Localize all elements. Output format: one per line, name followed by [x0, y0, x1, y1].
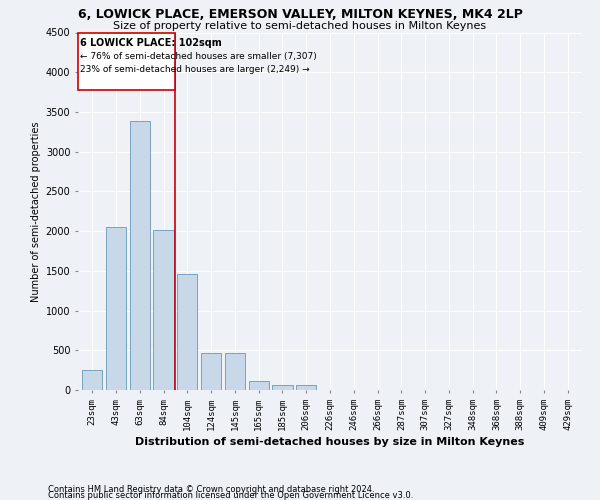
Bar: [225, 352, 245, 390]
Text: 6 LOWICK PLACE: 102sqm: 6 LOWICK PLACE: 102sqm: [80, 38, 222, 48]
Bar: [201, 352, 221, 390]
Text: Contains HM Land Registry data © Crown copyright and database right 2024.: Contains HM Land Registry data © Crown c…: [48, 484, 374, 494]
Y-axis label: Number of semi-detached properties: Number of semi-detached properties: [31, 121, 41, 302]
Bar: [177, 274, 197, 390]
FancyBboxPatch shape: [78, 32, 175, 90]
Text: 23% of semi-detached houses are larger (2,249) →: 23% of semi-detached houses are larger (…: [80, 65, 310, 74]
Bar: [296, 385, 316, 390]
Text: Contains public sector information licensed under the Open Government Licence v3: Contains public sector information licen…: [48, 490, 413, 500]
Bar: [130, 122, 150, 390]
Bar: [154, 230, 173, 390]
Bar: [82, 370, 103, 390]
Bar: [106, 227, 126, 390]
Text: ← 76% of semi-detached houses are smaller (7,307): ← 76% of semi-detached houses are smalle…: [80, 52, 317, 60]
Text: 6, LOWICK PLACE, EMERSON VALLEY, MILTON KEYNES, MK4 2LP: 6, LOWICK PLACE, EMERSON VALLEY, MILTON …: [77, 8, 523, 20]
Text: Size of property relative to semi-detached houses in Milton Keynes: Size of property relative to semi-detach…: [113, 21, 487, 31]
X-axis label: Distribution of semi-detached houses by size in Milton Keynes: Distribution of semi-detached houses by …: [136, 437, 524, 447]
Bar: [248, 382, 269, 390]
Bar: [272, 385, 293, 390]
